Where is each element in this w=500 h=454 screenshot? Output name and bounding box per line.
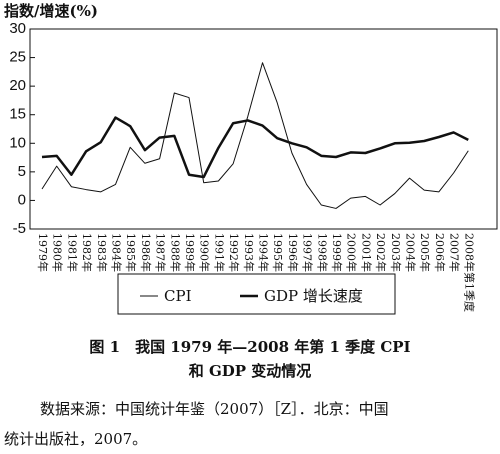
x-tick-label: 1985年 (124, 233, 138, 272)
source-text: 统计出版社，2007。 (4, 430, 147, 448)
x-tick-label: 2002年 (374, 233, 388, 272)
legend-label: CPI (164, 287, 192, 305)
legend-box (117, 273, 396, 315)
x-tick-label: 1992年 (227, 233, 241, 272)
y-tick-label: -5 (13, 220, 26, 237)
x-tick-label: 1999年 (330, 233, 344, 272)
x-tick-label: 1986年 (139, 233, 153, 272)
x-tick-label: 2007年 (448, 233, 462, 272)
legend-label: GDP 增长速度 (264, 287, 363, 305)
x-tick-label: 1979年 (36, 233, 50, 272)
plot-frame (29, 28, 498, 230)
x-tick-label: 2008年第1季度 (462, 233, 476, 312)
y-tick-label: 0 (18, 191, 26, 208)
x-tick-label: 1994年 (257, 233, 271, 272)
line-series (41, 116, 469, 179)
x-tick-label: 1982年 (80, 233, 94, 272)
x-tick-label: 1983年 (95, 233, 109, 272)
x-tick-label: 1991年 (212, 233, 226, 272)
x-tick-label: 1993年 (242, 233, 256, 272)
y-axis-title: 指数/增速(%) (4, 2, 98, 20)
x-tick-label: 1997年 (301, 233, 315, 272)
x-tick-label: 1990年 (198, 233, 212, 272)
source-text: 数据来源：中国统计年鉴（2007）［Z］．北京：中国 (40, 400, 389, 418)
x-tick-label: 2000年 (345, 233, 359, 272)
x-tick-label: 1980年 (51, 233, 65, 272)
x-tick-label: 2006年 (433, 233, 447, 272)
x-tick-label: 1981年 (65, 233, 79, 272)
y-tick-label: 10 (9, 134, 26, 151)
x-tick-label: 1995年 (271, 233, 285, 272)
x-tick-label: 1989年 (183, 233, 197, 272)
x-tick-label: 2005年 (418, 233, 432, 272)
x-tick-label: 1987年 (154, 233, 168, 272)
x-tick-label: 2003年 (389, 233, 403, 272)
y-tick-label: 20 (9, 77, 26, 94)
caption: 和 GDP 变动情况 (189, 362, 312, 380)
x-tick-label: 2001年 (359, 233, 373, 272)
y-tick-label: 30 (9, 20, 26, 37)
x-tick-label: 1998年 (315, 233, 329, 272)
x-tick-label: 1984年 (110, 233, 124, 272)
caption: 图 1 我国 1979 年—2008 年第 1 季度 CPI (89, 338, 410, 356)
y-tick-label: 5 (18, 163, 26, 180)
y-tick-label: 15 (9, 106, 26, 123)
x-tick-label: 1988年 (168, 233, 182, 272)
x-tick-label: 1996年 (286, 233, 300, 272)
line-series (41, 62, 469, 209)
y-tick-label: 25 (9, 49, 26, 66)
x-tick-label: 2004年 (404, 233, 418, 272)
